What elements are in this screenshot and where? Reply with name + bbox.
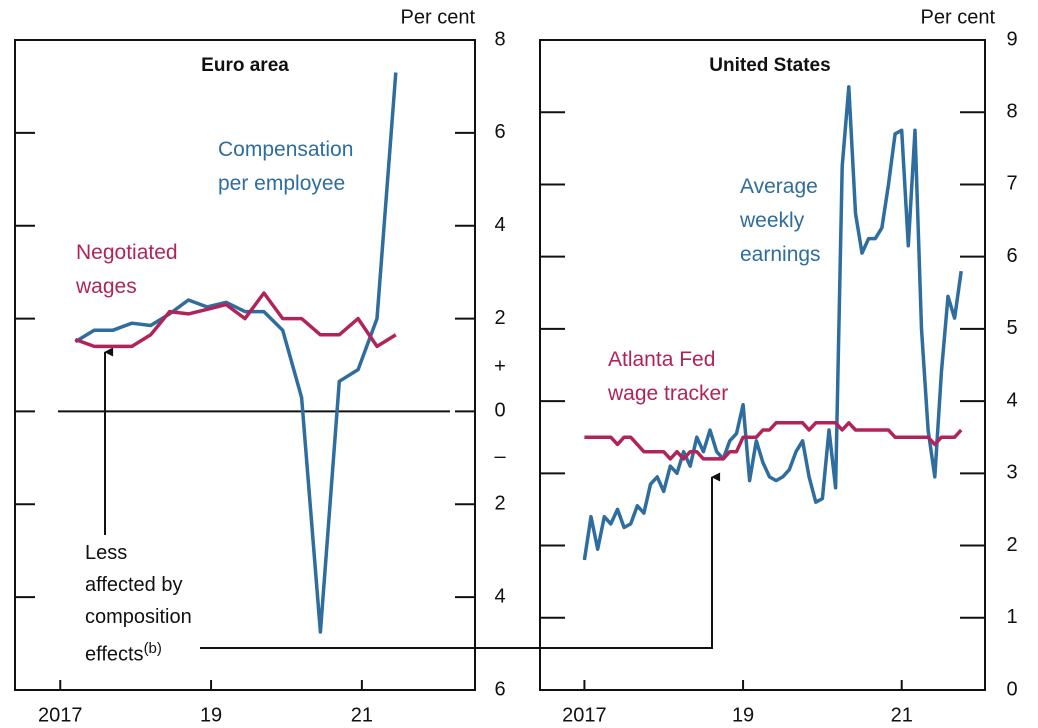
y-tick-label: 2 [494, 493, 505, 515]
annotation: Less affected by composition effects(b) [85, 537, 265, 671]
y-tick-label: 4 [1006, 389, 1017, 411]
sign-label: – [494, 446, 506, 468]
annotation-text: effects [85, 643, 144, 666]
y-tick-label: 4 [494, 214, 505, 236]
annotation-line: effects(b) [85, 633, 265, 671]
y-tick-label: 7 [1006, 173, 1017, 195]
x-tick-label: 19 [732, 704, 754, 726]
series-line [74, 291, 397, 349]
x-tick-label: 2017 [38, 704, 83, 726]
y-tick-label: 4 [494, 585, 505, 607]
panel-title: Euro area [201, 55, 289, 76]
y-tick-label: 3 [1006, 462, 1017, 484]
annotation-text: affected by [85, 574, 183, 596]
sign-label: + [494, 356, 506, 378]
series-line [582, 85, 963, 561]
y-tick-label: 6 [494, 678, 505, 700]
y-tick-label: 0 [1006, 678, 1017, 700]
series-label: Compensation per employee [218, 138, 354, 195]
annotation-line: Less [85, 537, 265, 569]
x-tick-label: 2017 [562, 704, 607, 726]
panel-title: United States [709, 55, 830, 76]
annotation-connector [200, 472, 721, 649]
annotation-text: composition [85, 606, 192, 628]
x-tick-label: 21 [351, 704, 373, 726]
series-label: Negotiated wages [76, 241, 178, 298]
y-tick-label: 5 [1006, 317, 1017, 339]
annotation-ref: (b) [143, 640, 162, 657]
y-tick-label: 0 [494, 400, 505, 422]
series-line [584, 421, 963, 461]
x-tick-label: 19 [200, 704, 222, 726]
y-tick-label: 8 [1006, 101, 1017, 123]
annotation-text: Less [85, 542, 128, 564]
series-label: Atlanta Fed wage tracker [608, 348, 729, 405]
annotation-line: affected by [85, 569, 265, 601]
y-tick-label: 8 [494, 28, 505, 50]
y-tick-label: 9 [1006, 28, 1017, 50]
y-axis-label: Per cent [401, 6, 476, 28]
y-tick-label: 6 [1006, 245, 1017, 267]
series-label: Average weekly earnings [740, 175, 821, 266]
plot-frame [539, 39, 986, 691]
y-tick-label: 1 [1006, 606, 1017, 628]
x-tick-label: 21 [891, 704, 913, 726]
y-tick-label: 2 [1006, 534, 1017, 556]
y-axis-label: Per cent [921, 6, 996, 28]
y-tick-label: 2 [494, 307, 505, 329]
series-line [74, 72, 398, 634]
y-tick-label: 6 [494, 121, 505, 143]
plot-frame [14, 39, 476, 691]
annotation-line: composition [85, 601, 265, 633]
